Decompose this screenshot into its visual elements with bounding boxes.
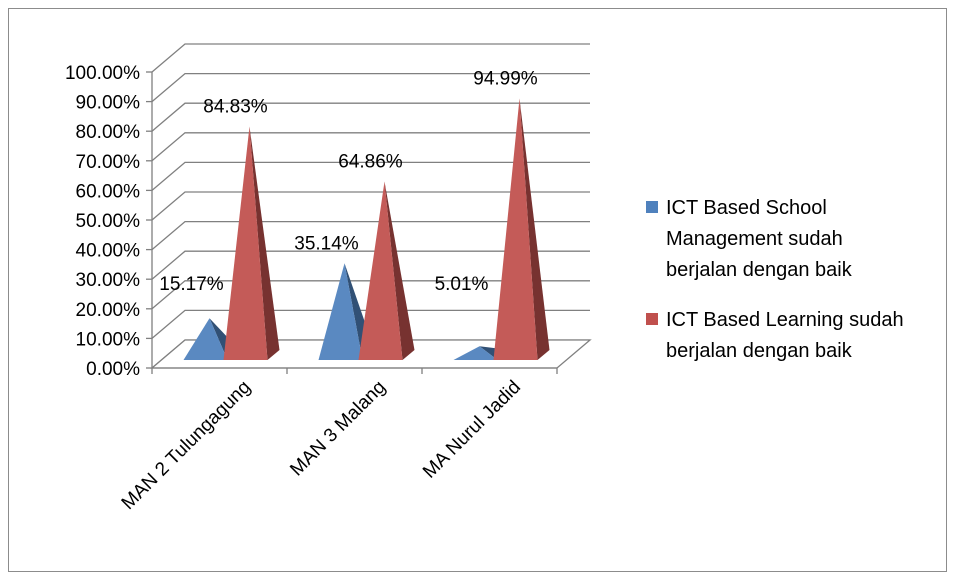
- pyramid-front-face: [453, 346, 498, 360]
- y-tick-label: 30.00%: [76, 270, 141, 291]
- x-category-label: MA Nurul Jadid: [419, 377, 525, 483]
- legend-label: ICT Based School: [666, 197, 827, 219]
- y-axis: 0.00% 10.00% 20.00% 30.00% 40.00% 50.00% 60.00…: [65, 63, 152, 380]
- pyramid-front-face: [183, 318, 228, 360]
- legend-swatch: [646, 201, 658, 213]
- legend-item: ICT Based School Management sudah berjalan…: [646, 197, 853, 281]
- data-label: 5.01%: [435, 274, 489, 295]
- gridline: [151, 72, 590, 103]
- gridline: [151, 132, 590, 162]
- data-label: 84.83%: [203, 96, 268, 117]
- pyramid-bar: [358, 181, 415, 360]
- gridline: [151, 191, 590, 221]
- legend-label: berjalan dengan baik: [666, 259, 853, 281]
- y-tick-label: 0.00%: [86, 359, 140, 380]
- y-tick-label: 90.00%: [76, 93, 141, 114]
- y-tick-label: 80.00%: [76, 122, 141, 143]
- gridline: [151, 309, 590, 339]
- data-label: 35.14%: [294, 233, 359, 254]
- legend-label: ICT Based Learning sudah: [666, 309, 904, 331]
- data-label: 94.99%: [473, 69, 538, 90]
- y-tick-label: 40.00%: [76, 241, 141, 262]
- gridline: [151, 250, 590, 280]
- y-tick-label: 100.00%: [65, 63, 140, 84]
- pyramid-front-face: [318, 263, 363, 360]
- x-category-label: MAN 2 Tulungagung: [118, 377, 255, 514]
- gridline: [151, 161, 590, 191]
- data-label: 15.17%: [159, 274, 224, 295]
- legend-label: Management sudah: [666, 228, 843, 250]
- pyramid-front-face: [493, 98, 538, 360]
- x-axis: MAN 2 Tulungagung MAN 3 Malang MA Nurul Ja…: [118, 367, 558, 514]
- pyramids: [183, 98, 550, 360]
- data-labels: 15.17% 84.83% 35.14% 64.86% 5.01% 94.99%: [159, 69, 538, 295]
- gridline: [151, 43, 590, 73]
- pyramid-side-face: [249, 126, 280, 360]
- y-tick-label: 50.00%: [76, 211, 141, 232]
- y-tick-label: 70.00%: [76, 152, 141, 173]
- gridline: [151, 280, 590, 310]
- legend-item: ICT Based Learning sudah berjalan dengan …: [646, 309, 904, 362]
- legend-swatch: [646, 313, 658, 325]
- pyramid-front-face: [358, 181, 403, 360]
- y-tick-label: 60.00%: [76, 181, 141, 202]
- gridline: [151, 220, 590, 251]
- gridline: [151, 102, 590, 132]
- pyramid-bar: [223, 126, 280, 360]
- pyramid-side-face: [384, 181, 415, 360]
- data-label: 64.86%: [338, 151, 403, 172]
- pyramid-bar: [493, 98, 550, 360]
- pyramid-side-face: [519, 98, 550, 360]
- legend: ICT Based School Management sudah berjalan…: [646, 197, 904, 362]
- y-tick-label: 10.00%: [76, 329, 141, 350]
- chart-frame: [8, 8, 947, 572]
- x-category-label: MAN 3 Malang: [286, 377, 390, 481]
- legend-label: berjalan dengan baik: [666, 340, 853, 362]
- pyramid-front-face: [223, 126, 268, 360]
- y-tick-label: 20.00%: [76, 300, 141, 321]
